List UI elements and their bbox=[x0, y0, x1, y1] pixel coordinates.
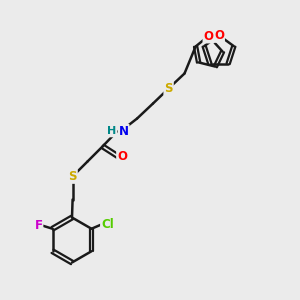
Text: S: S bbox=[164, 82, 173, 95]
Text: N: N bbox=[118, 125, 129, 138]
Text: S: S bbox=[68, 170, 77, 183]
Text: F: F bbox=[34, 219, 42, 232]
Text: Cl: Cl bbox=[101, 218, 114, 231]
Text: O: O bbox=[203, 29, 214, 43]
Text: O: O bbox=[117, 150, 127, 163]
Text: H: H bbox=[107, 126, 116, 136]
Text: O: O bbox=[214, 29, 224, 42]
